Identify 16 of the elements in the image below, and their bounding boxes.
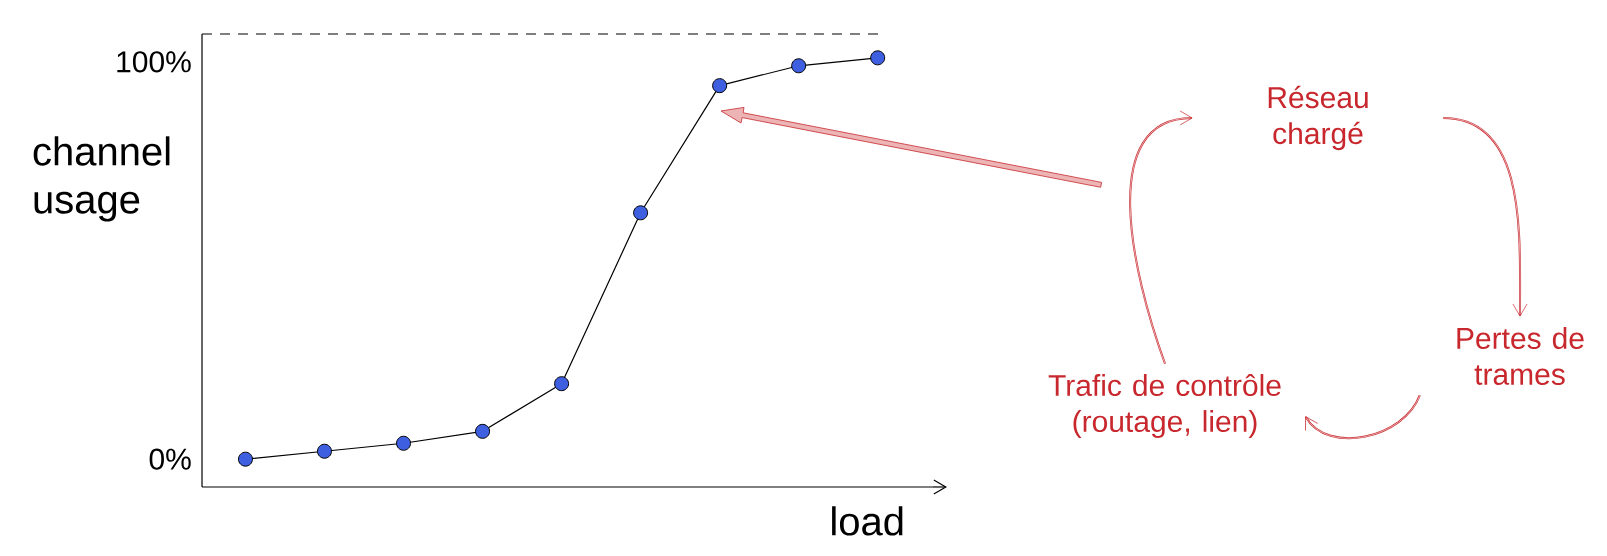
text: Réseau chargé [1268,85,1368,151]
point [870,50,886,66]
x-axis-title: load [832,506,903,536]
y-tick-label: 100% [117,51,191,73]
y-axis-title: channel usage [33,136,170,222]
point [554,376,570,392]
point [475,423,491,439]
y-tick-label: 0% [149,448,191,470]
text: Trafic de contrôle (routage, lien) [1048,373,1281,439]
point [791,58,807,74]
point [317,443,332,459]
point [396,435,412,451]
point [237,451,253,467]
point [633,205,649,221]
point [712,78,728,94]
text: Pertes de trames [1457,326,1584,385]
